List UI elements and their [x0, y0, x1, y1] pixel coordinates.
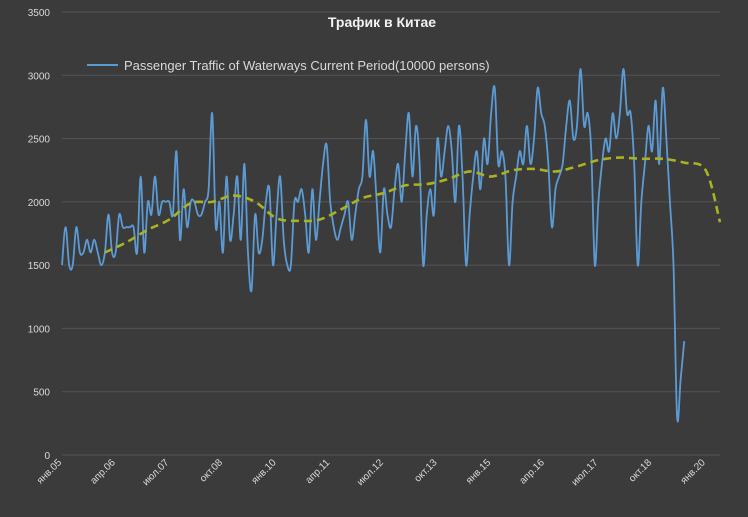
trend-layer [104, 156, 722, 254]
legend: Passenger Traffic of Waterways Current P… [87, 58, 490, 73]
series-layer [61, 68, 686, 423]
y-tick-label: 500 [33, 388, 50, 399]
y-tick-label: 1000 [28, 324, 51, 335]
chart-title: Трафик в Китае [328, 14, 436, 30]
legend-label: Passenger Traffic of Waterways Current P… [124, 58, 490, 73]
y-tick-label: 2500 [28, 135, 51, 146]
y-tick-label: 3000 [28, 71, 51, 82]
series-line [61, 68, 686, 423]
y-tick-label: 3500 [28, 8, 51, 19]
y-tick-label: 2000 [28, 198, 51, 209]
gridlines [62, 11, 720, 456]
y-tick-label: 1500 [28, 261, 51, 272]
trend-line [104, 156, 722, 254]
y-axis-tick-labels: 0 500 1000 1500 2000 2500 3000 3500 [28, 8, 51, 462]
y-tick-label: 0 [44, 451, 50, 462]
